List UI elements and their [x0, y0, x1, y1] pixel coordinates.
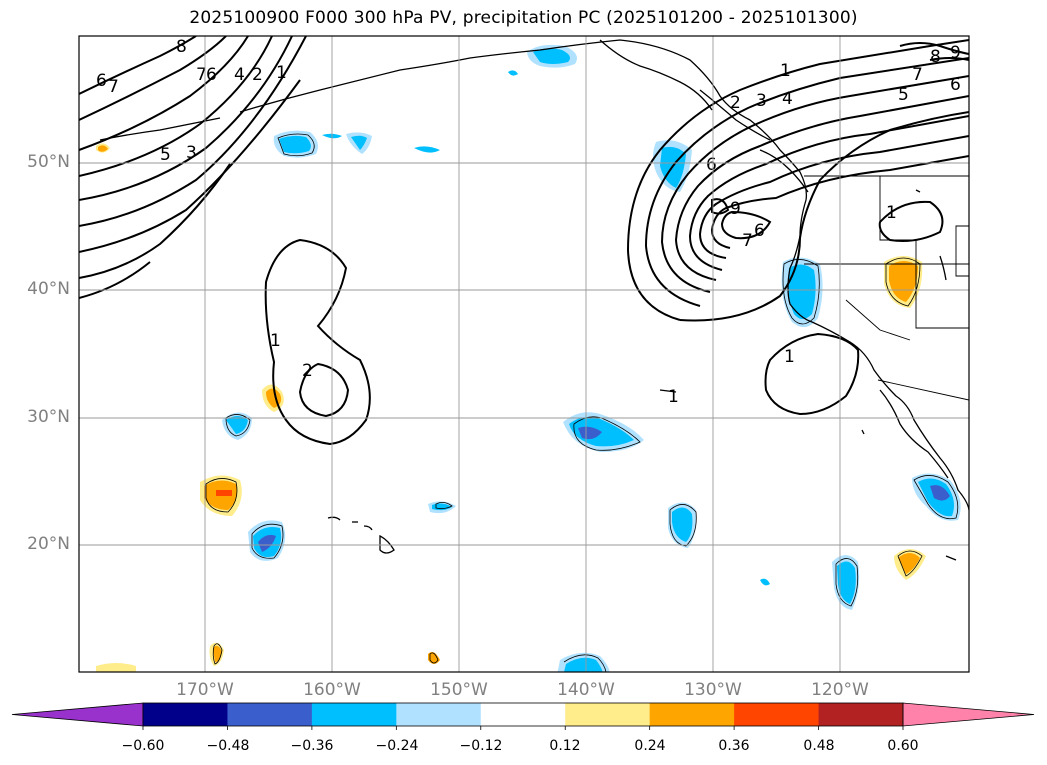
- anomaly-outlines: [205, 133, 959, 672]
- lat-label-30n: 30°N: [27, 407, 70, 427]
- pv-label-3: 3: [186, 143, 197, 163]
- pv-label-7: 7: [196, 65, 207, 85]
- colorbar-tick: −0.24: [375, 738, 419, 754]
- colorbar-outline: [142, 702, 904, 727]
- pv-contours: [79, 36, 969, 446]
- lat-label-40n: 40°N: [27, 279, 70, 299]
- colorbar-swatch: [480, 703, 566, 726]
- pv-label-6: 6: [950, 75, 961, 95]
- pv-label-9: 9: [950, 43, 961, 63]
- positive-anomaly-region: [96, 143, 926, 672]
- colorbar-swatch: [227, 703, 313, 726]
- pv-label-6: 6: [706, 155, 717, 175]
- lat-label-20n: 20°N: [27, 534, 70, 554]
- colorbar-tick: −0.60: [121, 738, 165, 754]
- pv-contour-labels: 6 7 8 7 6 4 2 1 5 3 1 2 1 1 2 3 4 6 9 7 …: [96, 37, 961, 407]
- colorbar-extend-min: [11, 702, 144, 727]
- pv-label-2: 2: [730, 93, 741, 113]
- pv-label-9: 9: [730, 199, 741, 219]
- gridlines: [79, 36, 969, 672]
- lon-label-120w: 120°W: [811, 680, 869, 700]
- colorbar-swatch: [734, 703, 820, 726]
- colorbar-swatch: [396, 703, 482, 726]
- pv-label-6: 6: [206, 65, 217, 85]
- colorbar-tick: −0.12: [459, 738, 503, 754]
- lat-label-50n: 50°N: [27, 152, 70, 172]
- colorbar-tick: −0.36: [290, 738, 334, 754]
- map-title: 2025100900 F000 300 hPa PV, precipitatio…: [189, 8, 858, 28]
- lon-label-150w: 150°W: [430, 680, 488, 700]
- pv-label-1: 1: [780, 61, 791, 81]
- map-plot-area: 6 7 8 7 6 4 2 1 5 3 1 2 1 1 2 3 4 6 9 7 …: [79, 36, 969, 672]
- pv-label-8: 8: [176, 37, 187, 57]
- negative-anomaly-region: [222, 44, 961, 672]
- pv-label-7: 7: [742, 231, 753, 251]
- colorbar-tick: −0.48: [206, 738, 250, 754]
- pv-label-5: 5: [898, 85, 909, 105]
- borders: [804, 110, 969, 401]
- pv-label-3: 3: [756, 91, 767, 111]
- pv-label-1: 1: [668, 387, 679, 407]
- pv-label-8: 8: [930, 47, 941, 67]
- colorbar-swatch: [311, 703, 397, 726]
- pv-label-5: 5: [160, 145, 171, 165]
- pv-label-1: 1: [886, 203, 897, 223]
- lon-label-170w: 170°W: [176, 680, 234, 700]
- pv-label-1: 1: [784, 347, 795, 367]
- pv-label-4: 4: [782, 89, 793, 109]
- pv-label-7: 7: [108, 77, 119, 97]
- lon-label-130w: 130°W: [684, 680, 742, 700]
- pv-label-6: 6: [96, 71, 107, 91]
- colorbar: [11, 702, 1035, 730]
- pv-label-2: 2: [302, 361, 313, 381]
- colorbar-tick: 0.24: [634, 738, 666, 754]
- lon-label-140w: 140°W: [557, 680, 615, 700]
- lon-label-160w: 160°W: [303, 680, 361, 700]
- colorbar-swatch: [143, 703, 228, 726]
- colorbar-swatch: [649, 703, 735, 726]
- pv-label-6: 6: [754, 221, 765, 241]
- colorbar-swatch: [565, 703, 651, 726]
- colorbar-swatch: [818, 703, 904, 726]
- colorbar-tick: 0.48: [803, 738, 835, 754]
- pv-label-4: 4: [234, 65, 245, 85]
- pv-label-1: 1: [270, 331, 281, 351]
- colorbar-tick: 0.60: [887, 738, 919, 754]
- pv-label-1: 1: [276, 63, 287, 83]
- pv-label-7: 7: [912, 65, 923, 85]
- coastlines: [99, 39, 969, 561]
- colorbar-tick: 0.36: [718, 738, 750, 754]
- colorbar-tick: 0.12: [549, 738, 581, 754]
- pv-label-2: 2: [252, 65, 263, 85]
- colorbar-extend-max: [902, 702, 1035, 727]
- map-frame: [78, 35, 970, 673]
